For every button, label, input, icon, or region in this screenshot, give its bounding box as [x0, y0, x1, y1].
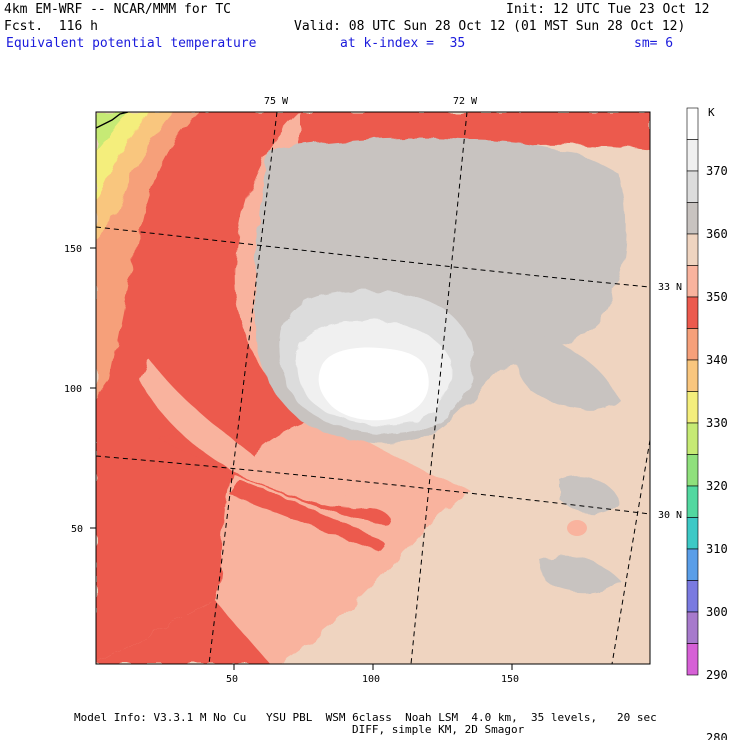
forecast-hour: Fcst. 116 h — [4, 19, 98, 34]
colorbar-swatch — [686, 611, 699, 644]
colorbar-swatch — [686, 422, 699, 455]
colorbar-swatch — [686, 265, 699, 298]
colorbar-label: 340 — [706, 353, 728, 367]
shaded-field — [96, 112, 650, 664]
colorbar-swatch — [686, 359, 699, 392]
lon-label-75w: 75 W — [264, 96, 289, 107]
colorbar — [686, 107, 699, 676]
colorbar-swatch — [686, 233, 699, 266]
model-info: Model Info: V3.3.1 M No Cu YSU PBL WSM 6… — [74, 711, 657, 724]
x-tick-150: 150 — [501, 674, 519, 685]
colorbar-label: 310 — [706, 542, 728, 556]
colorbar-swatch — [686, 202, 699, 235]
x-tick-50: 50 — [226, 674, 238, 685]
colorbar-swatch — [686, 328, 699, 361]
colorbar-label: 360 — [706, 227, 728, 241]
colorbar-swatch — [686, 517, 699, 550]
lat-label-33n: 33 N — [658, 282, 682, 293]
level-info: at k-index = 35 — [340, 36, 466, 51]
y-tick-100: 100 — [64, 384, 82, 395]
y-tick-50: 50 — [71, 524, 83, 535]
init-time: Init: 12 UTC Tue 23 Oct 12 — [506, 2, 710, 17]
colorbar-label: 320 — [706, 479, 728, 493]
y-tick-150: 150 — [64, 244, 82, 255]
colorbar-label: 350 — [706, 290, 728, 304]
valid-time: Valid: 08 UTC Sun 28 Oct 12 (01 MST Sun … — [294, 19, 686, 34]
colorbar-swatch — [686, 107, 699, 140]
colorbar-label: 280 — [706, 731, 728, 740]
colorbar-swatch — [686, 296, 699, 329]
colorbar-swatch — [686, 485, 699, 518]
colorbar-swatch — [686, 580, 699, 613]
colorbar-label: 370 — [706, 164, 728, 178]
colorbar-label: 290 — [706, 668, 728, 682]
colorbar-swatch — [686, 170, 699, 203]
colorbar-swatch — [686, 454, 699, 487]
model-info-2: DIFF, simple KM, 2D Smagor — [352, 723, 525, 736]
colorbar-swatch — [686, 548, 699, 581]
colorbar-label: 330 — [706, 416, 728, 430]
colorbar-unit: K — [708, 106, 715, 119]
lat-label-30n: 30 N — [658, 510, 682, 521]
colorbar-swatch — [686, 643, 699, 676]
lon-label-72w: 72 W — [453, 96, 478, 107]
model-title: 4km EM-WRF -- NCAR/MMM for TC — [4, 2, 231, 17]
field-name: Equivalent potential temperature — [6, 36, 257, 51]
colorbar-swatch — [686, 391, 699, 424]
x-tick-100: 100 — [362, 674, 380, 685]
smoothing-info: sm= 6 — [634, 36, 674, 51]
colorbar-label: 300 — [706, 605, 728, 619]
colorbar-swatch — [686, 139, 699, 172]
